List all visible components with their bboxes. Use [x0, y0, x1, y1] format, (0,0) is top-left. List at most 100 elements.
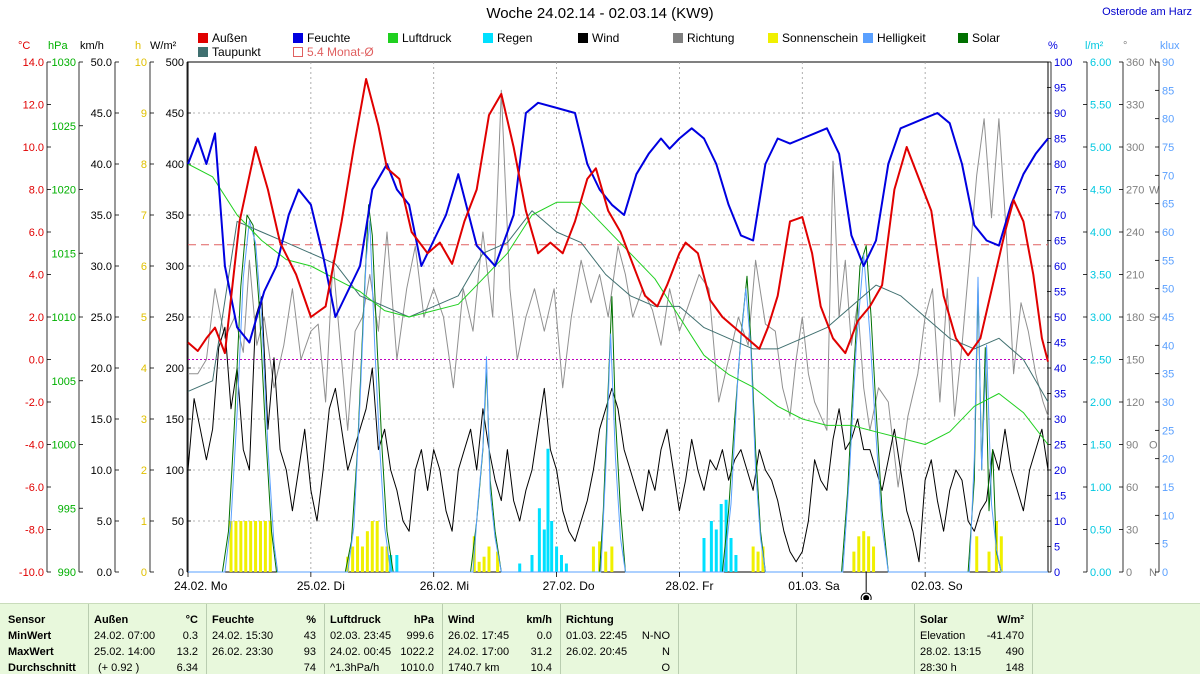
axis-tick-label-brightness: 60: [1162, 227, 1174, 239]
axis-tick-label-pressure: 1015: [52, 248, 76, 260]
bar-regen: [537, 508, 541, 572]
axis-tick-label-humidity: 10: [1054, 516, 1066, 528]
stats-max-time: 24.02. 00:45: [330, 646, 392, 658]
axis-tick-label-solar: 350: [166, 210, 184, 222]
axis-tick-label-pressure: 995: [58, 503, 76, 515]
stats-empty-2: [796, 604, 915, 674]
stats-wind: Wind km/h 26.02. 17:45 0.0 24.02. 17:00 31.…: [442, 604, 561, 674]
axis-tick-label-temp: -2.0: [25, 397, 44, 409]
bar-regen: [714, 529, 718, 572]
axis-tick-label-humidity: 50: [1054, 312, 1066, 324]
axis-tick-label-temp: 0.0: [29, 355, 44, 367]
bar-sonnenschein: [999, 536, 1003, 572]
bar-sonnenschein: [598, 541, 602, 572]
axis-tick-label-humidity: 95: [1054, 83, 1066, 95]
compass-label: N: [1149, 567, 1157, 579]
legend-swatch-luftdruck: [388, 33, 398, 43]
axis-tick-label-brightness: 40: [1162, 340, 1174, 352]
axis-tick-label-sun: 1: [141, 516, 147, 528]
bar-regen: [729, 538, 733, 572]
stats-avg-note: (+ 0.92 ): [98, 662, 140, 674]
stats-title: Wind: [448, 614, 475, 626]
axis-tick-label-brightness: 50: [1162, 284, 1174, 296]
series-line-feuchte: [187, 101, 1049, 344]
bar-sonnenschein: [610, 546, 614, 572]
axis-tick-label-sun: 6: [141, 261, 147, 273]
stats-min-time: 02.03. 23:45: [330, 630, 392, 642]
bar-sonnenschein: [852, 551, 856, 572]
x-tick-label: 26.02. Mi: [420, 579, 469, 593]
bar-regen: [719, 504, 723, 572]
bar-regen: [542, 529, 546, 572]
stats-min-value: 0.3: [182, 630, 198, 642]
axis-tick-label-humidity: 55: [1054, 287, 1066, 299]
stats-aussen: Außen °C 24.02. 07:00 0.3 25.02. 14:00 13.2…: [88, 604, 207, 674]
bar-sonnenschein: [351, 546, 355, 572]
stats-sensor: Sensor MinWert MaxWert Durchschnitt: [0, 604, 89, 674]
compass-label: W: [1149, 185, 1160, 197]
axis-tick-label-humidity: 45: [1054, 338, 1066, 350]
stats-unit: °C: [185, 614, 198, 626]
legend-label: Wind: [592, 31, 620, 45]
axis-tick-label-rain: 2.50: [1090, 355, 1111, 367]
bar-sonnenschein: [356, 536, 360, 572]
axis-tick-label-direction: 270: [1126, 185, 1144, 197]
axis-tick-label-humidity: 80: [1054, 159, 1066, 171]
legend-label: Richtung: [687, 31, 735, 45]
axis-tick-label-brightness: 55: [1162, 255, 1174, 267]
axis-tick-label-brightness: 80: [1162, 114, 1174, 126]
bar-sonnenschein: [867, 536, 871, 572]
axis-tick-label-direction: 30: [1126, 525, 1138, 537]
axis-tick-label-wind: 15.0: [91, 414, 112, 426]
axis-tick-label-wind: 40.0: [91, 159, 112, 171]
legend-label: Feuchte: [307, 31, 351, 45]
axis-tick-label-solar: 100: [166, 465, 184, 477]
stats-min-value: 0.0: [536, 630, 552, 642]
compass-label: N: [1149, 57, 1157, 69]
axis-tick-label-temp: 2.0: [29, 312, 44, 324]
stats-header-sensor: Sensor: [8, 614, 46, 626]
bar-sonnenschein: [987, 551, 991, 572]
stats-max-time: 25.02. 14:00: [94, 646, 156, 658]
legend-item-feuchte: Feuchte: [293, 31, 350, 45]
x-tick-label: 28.02. Fr: [665, 579, 713, 593]
legend-label: Solar: [972, 31, 1001, 45]
stats-unit: %: [306, 614, 316, 626]
axis-tick-label-direction: 330: [1126, 100, 1144, 112]
stats-panel: Sensor MinWert MaxWert Durchschnitt Auße…: [0, 603, 1200, 674]
axis-tick-label-direction: 180: [1126, 312, 1144, 324]
stats-avg-note: 28:30 h: [920, 662, 957, 674]
bar-regen: [546, 448, 550, 572]
legend-item-helligkeit: Helligkeit: [863, 31, 926, 45]
stats-max-value: 93: [303, 646, 316, 658]
stats-min-time: 24.02. 15:30: [212, 630, 274, 642]
bar-sonnenschein: [862, 531, 866, 572]
moon-phase-icon-core: [863, 595, 870, 600]
axis-tick-label-rain: 3.00: [1090, 312, 1111, 324]
axis-tick-label-solar: 400: [166, 159, 184, 171]
axis-tick-label-rain: 5.50: [1090, 100, 1111, 112]
axis-tick-label-pressure: 1020: [52, 185, 76, 197]
stats-max-value: 13.2: [176, 646, 198, 658]
axis-tick-label-temp: 12.0: [23, 100, 44, 112]
stats-min-value: 43: [303, 630, 316, 642]
axis-tick-label-wind: 25.0: [91, 312, 112, 324]
stats-min-time: 26.02. 17:45: [448, 630, 510, 642]
compass-label: S: [1149, 312, 1156, 324]
axis-tick-label-direction: 150: [1126, 355, 1144, 367]
series-line-wind: [187, 296, 1049, 563]
legend-item-aussen: Außen: [198, 31, 247, 45]
axis-tick-label-rain: 4.50: [1090, 185, 1111, 197]
axis-tick-label-humidity: 90: [1054, 108, 1066, 120]
axis-tick-label-brightness: 0: [1162, 567, 1168, 579]
stats-max-time: 26.02. 23:30: [212, 646, 274, 658]
series-line-aussen: [187, 78, 1049, 362]
bar-sonnenschein: [872, 546, 876, 572]
axis-tick-label-brightness: 35: [1162, 369, 1174, 381]
bar-sonnenschein: [975, 536, 979, 572]
axis-tick-label-direction: 240: [1126, 227, 1144, 239]
stats-unit: hPa: [413, 614, 434, 626]
legend-swatch-richtung: [673, 33, 683, 43]
stats-max-value: 1022.2: [400, 646, 434, 658]
axis-tick-label-sun: 4: [141, 363, 147, 375]
